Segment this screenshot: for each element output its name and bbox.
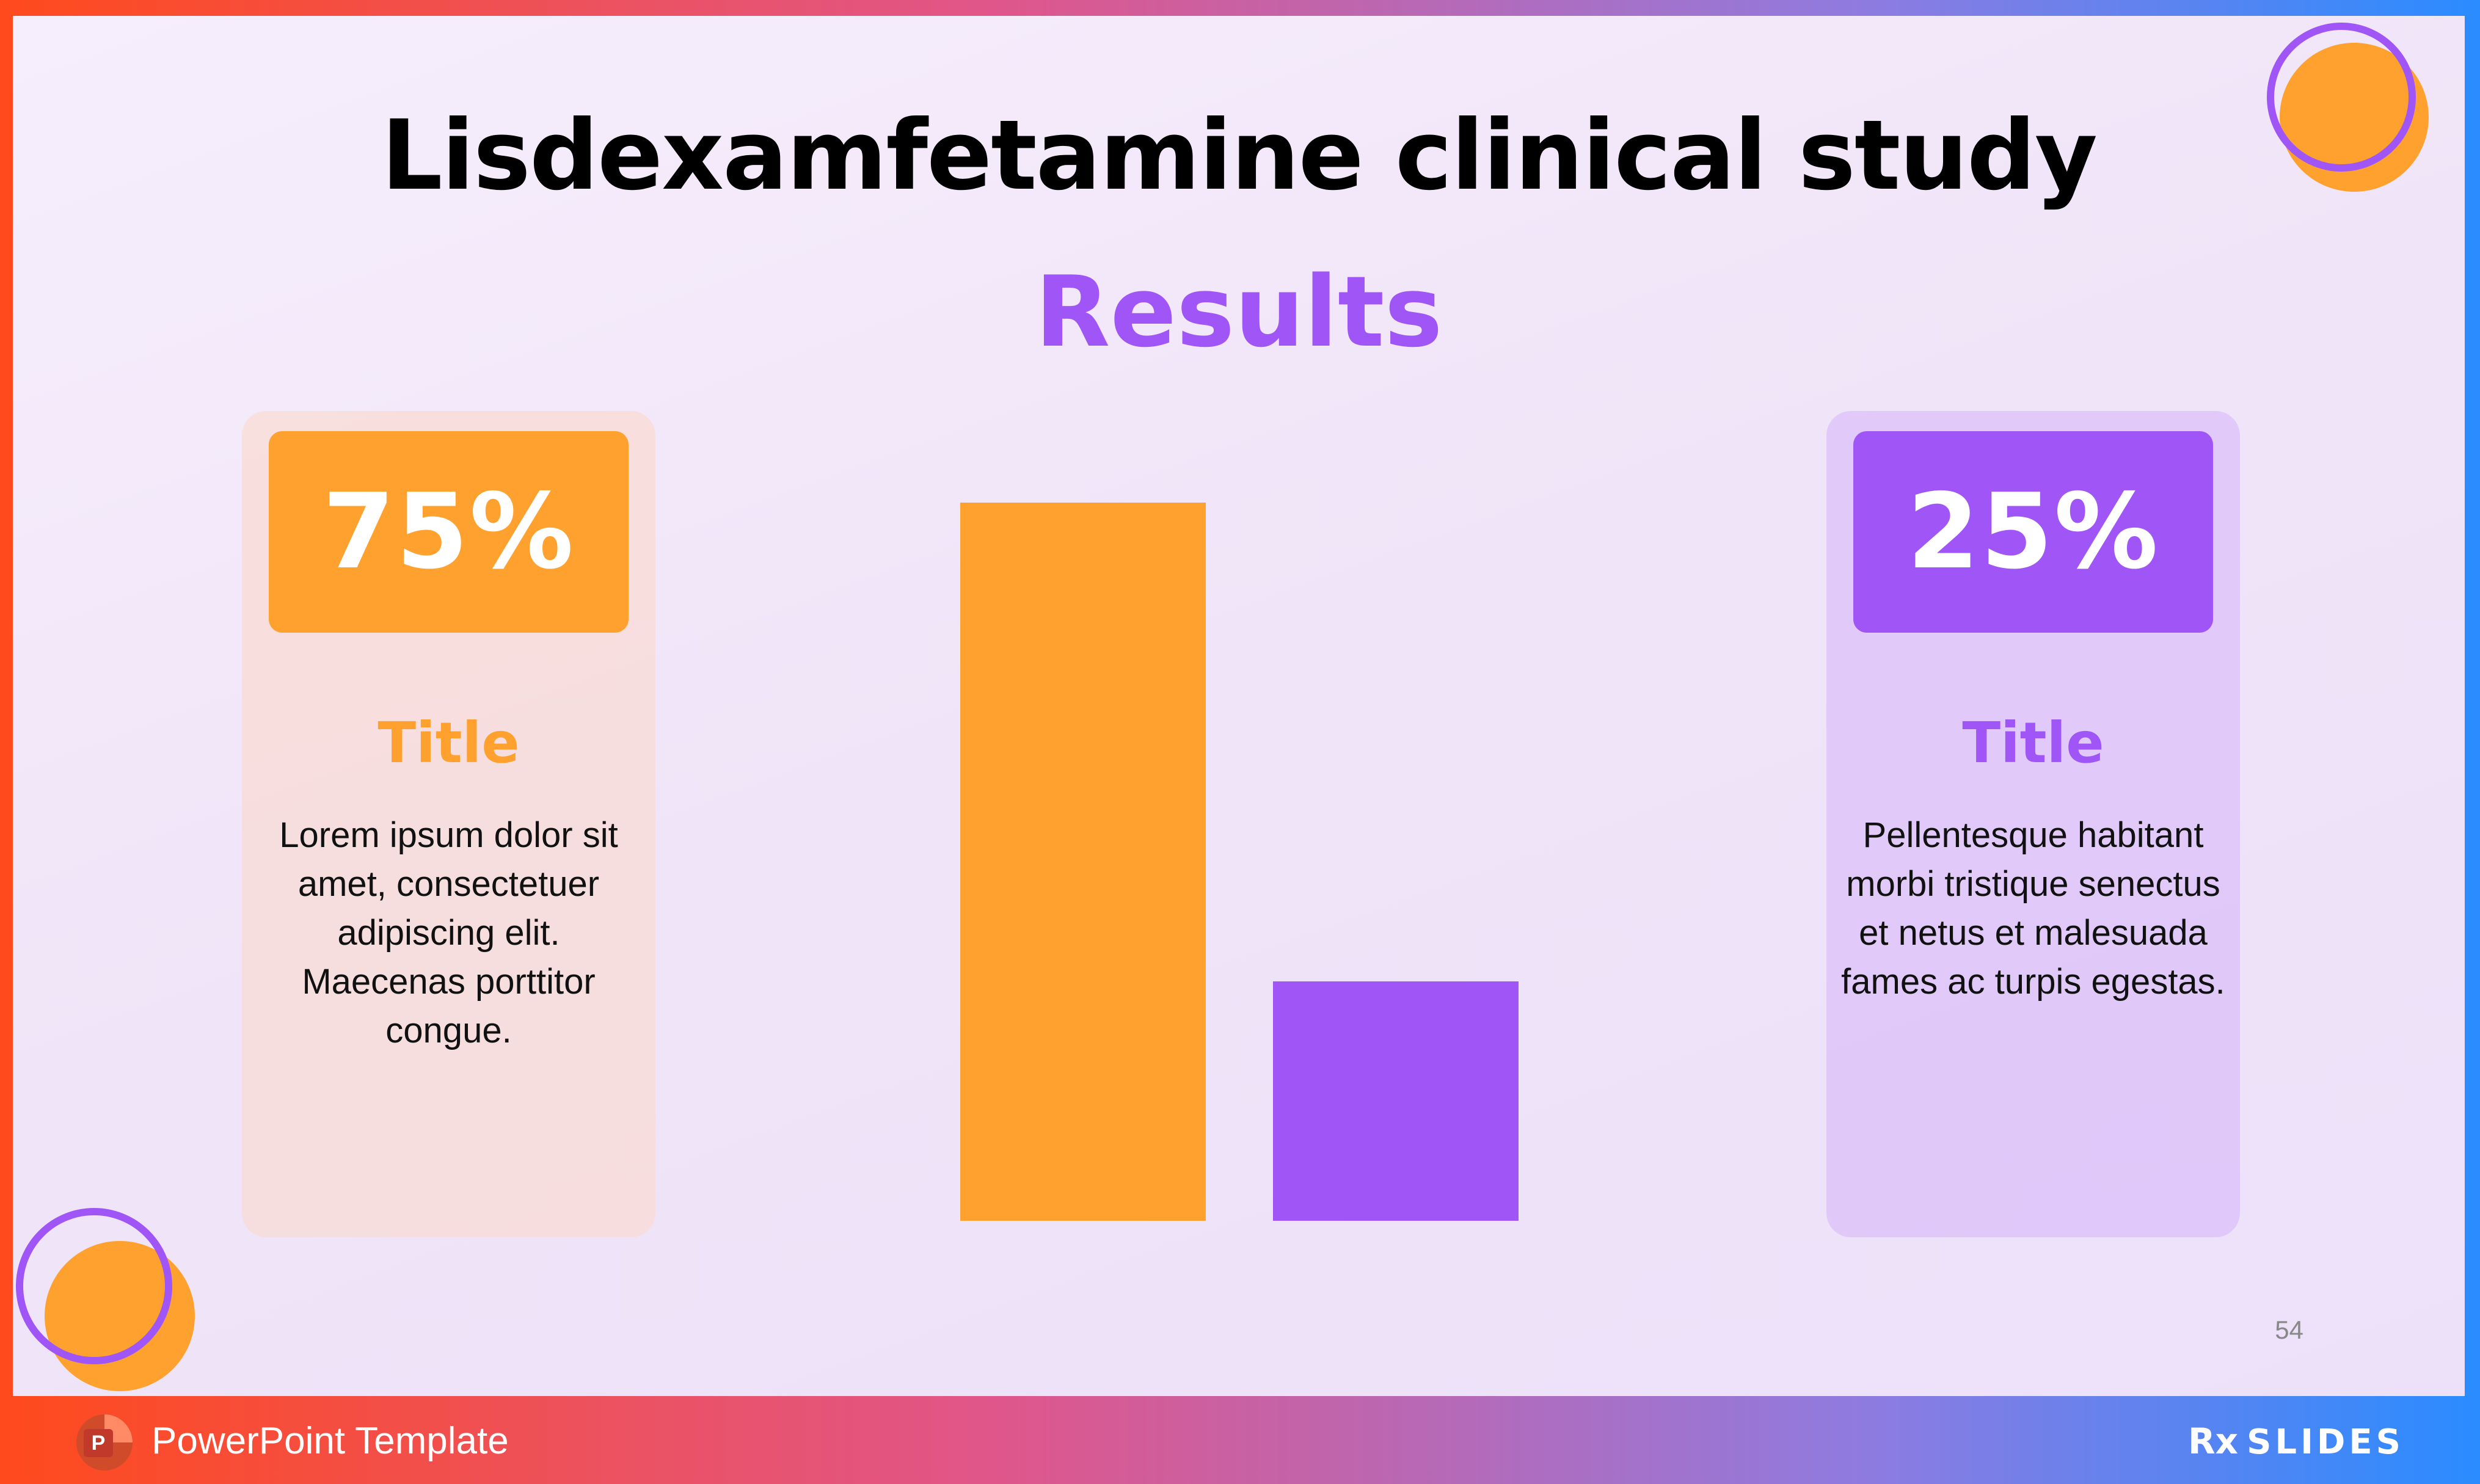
footer-bar: P PowerPoint Template Rx SLIDES: [0, 1396, 2480, 1484]
slide-subtitle: Results: [1035, 255, 1443, 369]
bar-2: [1273, 981, 1519, 1221]
decor-ring-bottom: [16, 1208, 172, 1364]
brand-name: SLIDES: [2247, 1422, 2404, 1462]
card-text-left: Lorem ipsum dolor sit amet, consectetuer…: [279, 815, 618, 1050]
card-title-left: Title: [377, 710, 520, 776]
powerpoint-icon: P: [76, 1414, 133, 1471]
bar-1: [960, 503, 1206, 1221]
card-text-right: Pellentesque habitant morbi tristique se…: [1841, 815, 2225, 1002]
slide-title: Lisdexamfetamine clinical study: [381, 100, 2098, 212]
brand-logo: Rx SLIDES: [2188, 1420, 2404, 1462]
decor-ring-top: [2267, 23, 2416, 172]
brand-prefix: Rx: [2188, 1420, 2239, 1462]
powerpoint-icon-letter: P: [84, 1429, 113, 1457]
footer-label: PowerPoint Template: [151, 1420, 509, 1462]
slide: Lisdexamfetamine clinical study Results …: [13, 16, 2465, 1396]
percent-badge-left: 75%: [269, 431, 629, 633]
card-title-right: Title: [1962, 710, 2104, 776]
result-card-left: 75% Title Lorem ipsum dolor sit amet, co…: [242, 411, 655, 1237]
result-card-right: 25% Title Pellentesque habitant morbi tr…: [1826, 411, 2240, 1237]
percent-badge-right: 25%: [1853, 431, 2213, 633]
page-number: 54: [2275, 1315, 2303, 1344]
